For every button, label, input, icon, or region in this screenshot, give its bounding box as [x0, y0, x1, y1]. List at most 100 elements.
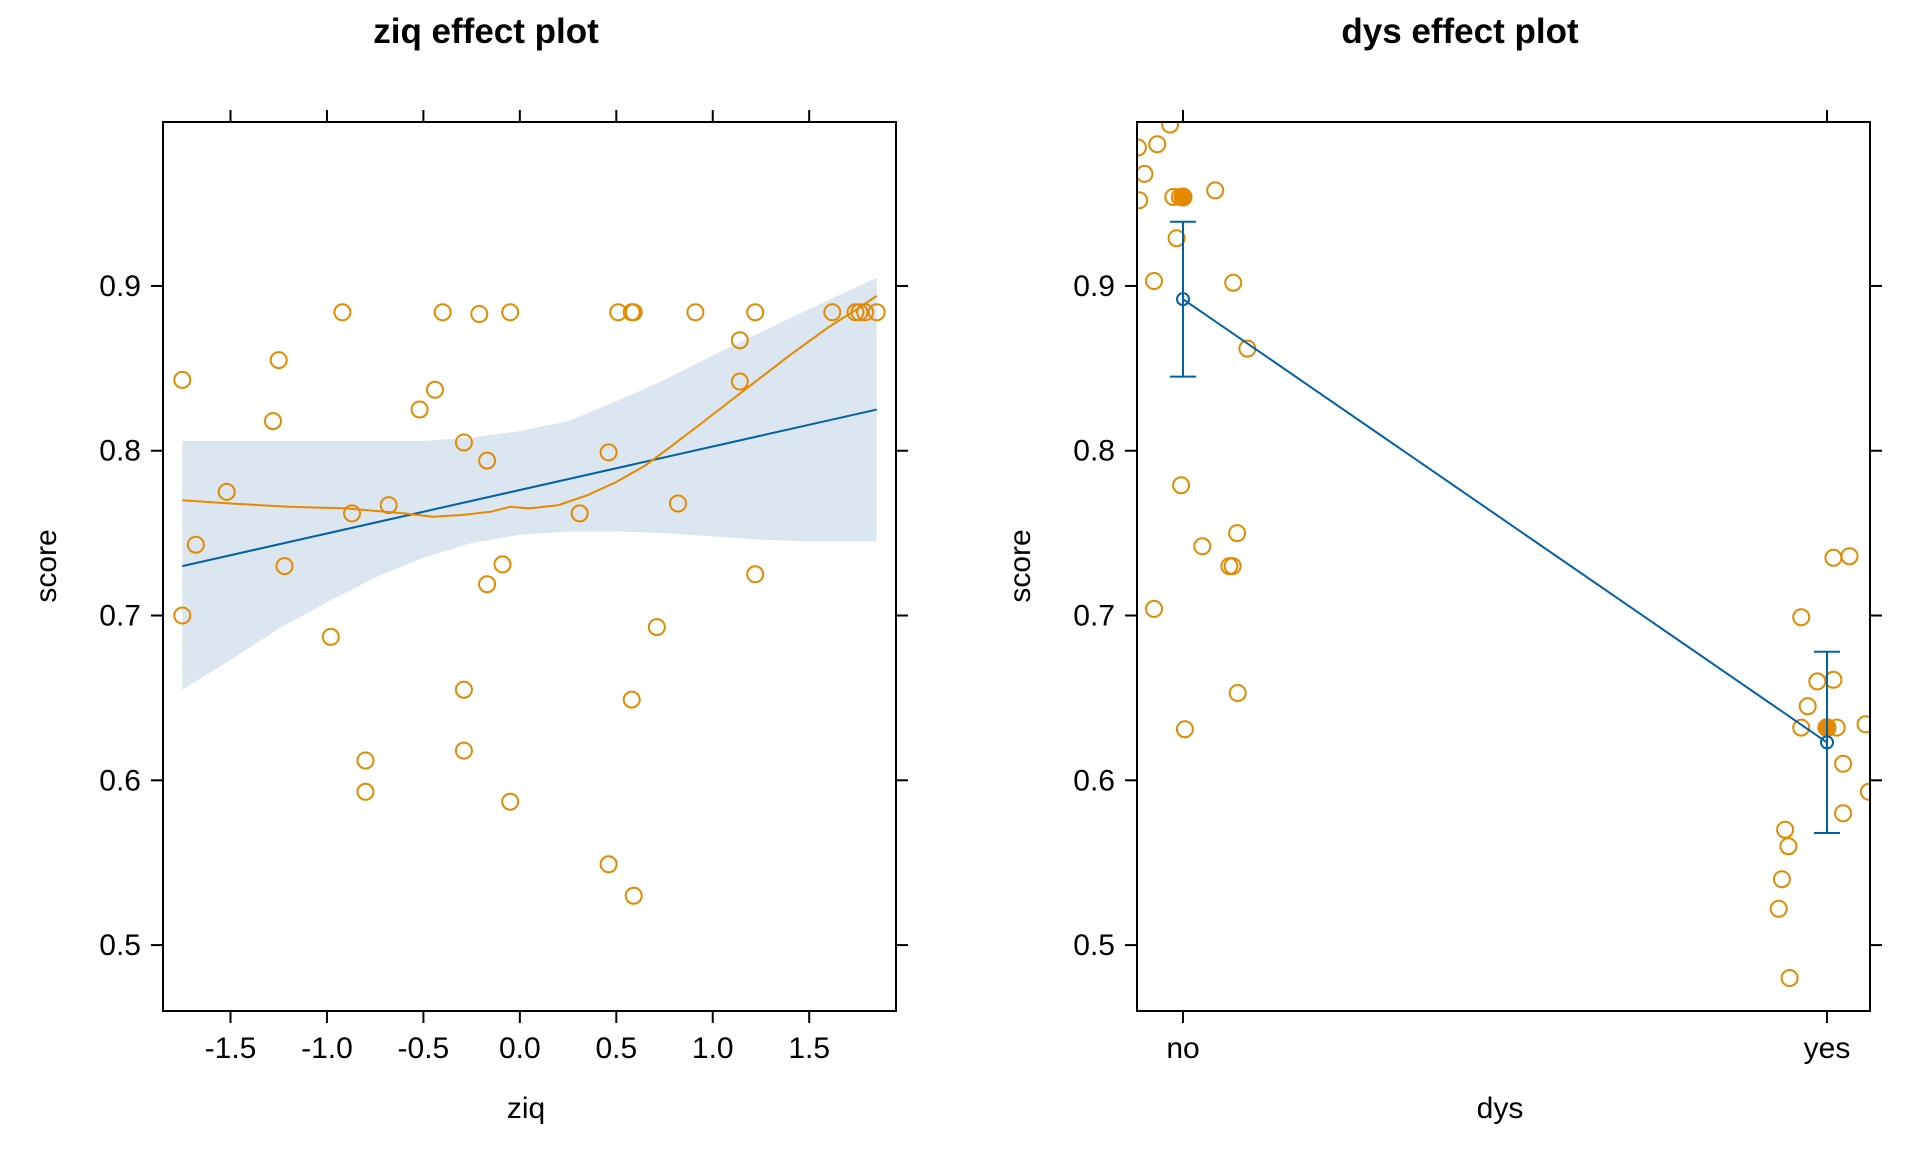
estimate-point [1176, 292, 1190, 307]
data-point [1167, 229, 1186, 248]
x-tick-label: -1.0 [301, 1032, 353, 1065]
data-point [1148, 135, 1167, 154]
ziq-x-axis-label: ziq [507, 1092, 545, 1125]
data-point [1137, 191, 1149, 210]
x-tick-label: -0.5 [398, 1032, 450, 1065]
y-tick-label: 0.8 [99, 435, 141, 468]
data-point [1808, 672, 1827, 691]
data-point [1220, 557, 1239, 576]
data-point [333, 303, 352, 322]
dys-x-axis-label: dys [1477, 1092, 1524, 1125]
y-tick-label: 0.5 [99, 929, 141, 962]
data-point [454, 433, 473, 452]
data-point [275, 557, 294, 576]
y-tick-label: 0.8 [1073, 435, 1115, 468]
data-point [186, 535, 205, 554]
data-point [1145, 272, 1163, 290]
x-tick-label: no [1166, 1032, 1199, 1065]
plot-frame [1136, 121, 1871, 1012]
data-point [599, 855, 618, 874]
ziq-y-axis-label: score [30, 529, 63, 602]
data-point [1798, 697, 1817, 716]
data-point [173, 370, 192, 389]
data-point [501, 792, 520, 811]
data-point [478, 451, 497, 470]
data-point [173, 606, 192, 625]
y-tick-label: 0.5 [1073, 929, 1115, 962]
dys-effect-panel: dys effect plot dys score no yes 0.5 0.6 0.7… [1004, 12, 1882, 1125]
plot-area [1137, 122, 1870, 987]
data-point [379, 496, 398, 515]
data-point [1145, 599, 1163, 618]
smooth-line [182, 294, 878, 518]
data-point [1769, 899, 1788, 918]
fit-line [182, 408, 877, 568]
data-point [356, 751, 375, 770]
data-point [1859, 782, 1870, 801]
data-point [1206, 181, 1225, 200]
data-point [269, 351, 288, 370]
data-point [1228, 684, 1247, 702]
data-point [1228, 524, 1247, 543]
data-point [1834, 804, 1853, 823]
data-point [624, 303, 643, 322]
x-tick-label: 1.5 [788, 1032, 830, 1065]
ziq-effect-panel: ziq effect plot ziq score -1.5 -1.0 -0.5 0.… [30, 12, 908, 1125]
estimate-line [1182, 298, 1828, 744]
data-point [1193, 537, 1212, 556]
data-point [1137, 164, 1154, 183]
data-point [470, 305, 489, 323]
data-point [1824, 670, 1843, 689]
data-point [356, 782, 375, 801]
y-tick-label: 0.9 [1073, 270, 1115, 303]
data-point [1856, 715, 1870, 734]
ziq-plot-title: ziq effect plot [373, 12, 599, 51]
data-point [343, 504, 361, 523]
data-point [669, 494, 687, 513]
x-tick-label: 0.5 [595, 1032, 637, 1065]
data-point [1792, 608, 1811, 627]
data-point [1161, 122, 1180, 134]
data-point [647, 618, 666, 637]
y-tick-label: 0.9 [99, 270, 141, 303]
data-point [686, 303, 705, 322]
data-point [570, 504, 589, 523]
data-point [1824, 548, 1843, 567]
data-point [1779, 837, 1798, 856]
data-point [454, 741, 473, 760]
x-tick-label: yes [1804, 1032, 1851, 1065]
data-point [321, 627, 340, 646]
dys-plot-title: dys effect plot [1341, 12, 1579, 51]
x-tick-label: -1.5 [205, 1032, 257, 1065]
y-tick-label: 0.6 [1073, 764, 1115, 797]
data-point [730, 372, 749, 391]
data-point [622, 690, 641, 709]
data-point [426, 380, 444, 399]
data-point [1834, 754, 1853, 773]
x-tick-label: 1.0 [692, 1032, 734, 1065]
y-tick-label: 0.7 [99, 600, 141, 633]
data-point [599, 443, 618, 462]
data-point [217, 482, 236, 501]
estimate-point [1820, 735, 1834, 750]
data-point [264, 412, 282, 431]
data-point [1780, 969, 1799, 987]
data-point [746, 303, 765, 322]
data-point [1175, 720, 1194, 739]
data-point [867, 303, 886, 322]
data-point [1776, 820, 1795, 839]
data-point [493, 555, 512, 574]
data-point [1772, 870, 1791, 889]
x-tick-label: 0.0 [499, 1032, 541, 1065]
data-point [746, 565, 765, 584]
data-point [823, 303, 842, 322]
data-point [624, 886, 643, 905]
data-point [501, 303, 520, 322]
confidence-band [182, 277, 877, 690]
mean-point [1173, 187, 1193, 207]
plot-frame [162, 121, 897, 1012]
y-tick-label: 0.7 [1073, 600, 1115, 633]
data-point [730, 331, 749, 350]
y-tick-label: 0.6 [99, 764, 141, 797]
